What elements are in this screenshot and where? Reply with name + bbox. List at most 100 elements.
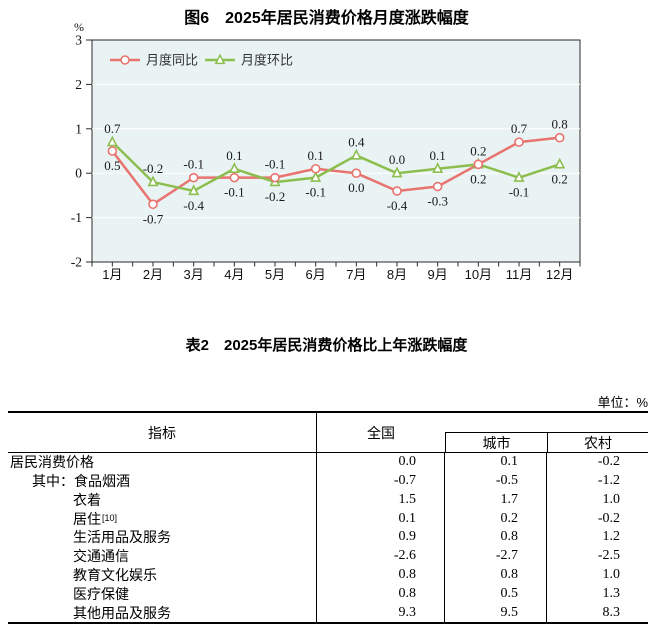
value-cell-rural: -0.2	[597, 510, 620, 526]
series-1-marker	[350, 148, 362, 160]
series-0-marker	[351, 168, 362, 178]
point-label: 0.2	[470, 171, 486, 186]
subcolumn-group: 城市 农村	[445, 432, 648, 453]
indicator-cell: 其他用品及服务	[8, 603, 317, 622]
indicator-cell: 其中：食品烟酒	[8, 471, 317, 491]
value-cell-urban: 0.1	[445, 453, 547, 472]
table-header: 指标 全国 城市 农村	[8, 413, 648, 453]
series-1-marker	[391, 166, 403, 178]
point-label: -0.4	[387, 198, 408, 213]
point-label: 0.0	[389, 152, 405, 167]
table-row: 其中：食品烟酒 -0.7 -0.5 -1.2	[8, 471, 648, 491]
point-label: 0.1	[430, 148, 446, 163]
y-axis-label: 2	[75, 77, 82, 92]
figure-title: 图6 2025年居民消费价格月度涨跌幅度	[184, 10, 469, 27]
indicator-cell: 教育文化娱乐	[8, 565, 317, 585]
point-label: -0.1	[509, 185, 530, 200]
x-axis-label: 10月	[465, 267, 492, 282]
series-1-line	[111, 141, 561, 193]
x-axis-label: 12月	[546, 267, 573, 282]
column-header-indicator: 指标	[8, 413, 317, 453]
footnote-ref: [10]	[102, 513, 118, 524]
point-label: 0.0	[348, 180, 364, 195]
value-cell-urban: 1.7	[445, 490, 547, 510]
series-1-marker	[310, 171, 322, 182]
point-label: -0.2	[265, 189, 286, 204]
x-axis-label: 1月	[102, 267, 122, 282]
table-row: 医疗保健 0.8 0.5 1.3	[8, 584, 648, 604]
y-axis-unit-label: %	[74, 20, 84, 34]
x-axis-label: 8月	[387, 267, 407, 282]
series-0-line	[111, 136, 560, 206]
table-row: 居民消费价格 0.0 0.1 -0.2	[8, 453, 648, 472]
series-0-marker	[473, 159, 484, 170]
table-body: 居民消费价格 0.0 0.1 -0.2 其中：食品烟酒 -0.7 -0.5 -1.2 衣着 1.5…	[8, 453, 648, 622]
table-row: 居住 [10] 0.1 0.2 -0.2	[8, 509, 648, 529]
point-label: -0.1	[183, 157, 204, 172]
series-1-marker	[513, 171, 525, 182]
cpi-monthly-line-chart: 3 2 1 0 -1 -2% 1月 2月 3月 4月 5月 6月 7月 8月 9月 10月 11月 12月 月度同比…	[71, 20, 581, 282]
value-cell-national: 0.0	[317, 453, 445, 472]
value-cell-national: -0.7	[317, 471, 445, 491]
value-cell-national: 0.8	[317, 584, 445, 604]
value-cell-urban: -0.5	[445, 471, 547, 491]
unit-note: 单位：%	[597, 395, 648, 410]
series-0-marker	[392, 186, 402, 196]
point-label: 0.1	[308, 148, 324, 163]
series-0-marker	[229, 172, 240, 183]
value-cell-urban: 0.2	[445, 509, 547, 529]
value-cell-national: 0.1	[317, 509, 445, 529]
indicator-cell: 医疗保健	[8, 584, 317, 604]
value-cell-national: 0.8	[317, 565, 445, 585]
value-cell-rural: 1.0	[602, 491, 621, 507]
series-1-marker	[554, 157, 566, 169]
point-label: 0.1	[226, 148, 242, 163]
value-cell-urban: 0.5	[445, 584, 547, 604]
series-1-marker	[228, 162, 240, 173]
indicator-cell: 居住 [10]	[8, 509, 317, 529]
value-cell-rural: -2.5	[597, 548, 620, 564]
point-label: -0.7	[143, 211, 164, 226]
point-label: -0.3	[427, 194, 448, 209]
x-axis-label: 9月	[428, 267, 448, 282]
table-title: 表2 2025年居民消费价格比上年涨跌幅度	[185, 337, 468, 354]
x-axis-label: 5月	[265, 267, 285, 282]
value-cell-national: 9.3	[317, 603, 445, 622]
value-cell-rural: -1.2	[597, 473, 620, 489]
value-cell-national: 0.9	[317, 528, 445, 547]
column-header-national: 全国	[367, 425, 395, 441]
indicator-cell: 生活用品及服务	[8, 528, 317, 547]
table-row: 教育文化娱乐 0.8 0.8 1.0	[8, 565, 648, 585]
value-cell-rural: 8.3	[602, 604, 621, 620]
y-axis-label: 3	[75, 33, 82, 48]
value-cell-rural: 1.2	[602, 529, 621, 545]
y-axis-label: 0	[75, 166, 82, 181]
point-label: -0.2	[143, 161, 164, 176]
legend-triangle-marker-icon	[214, 53, 226, 65]
value-cell-national: -2.6	[317, 546, 445, 566]
y-axis-label: 1	[75, 121, 82, 136]
x-axis-label: 3月	[184, 267, 204, 282]
plot-area	[91, 39, 581, 263]
series-0-marker	[554, 132, 565, 143]
series-0-marker	[148, 199, 158, 210]
series-1-marker	[106, 135, 118, 147]
value-cell-national: 1.5	[317, 490, 445, 510]
series-0-marker	[514, 137, 524, 147]
indicator-cell: 衣着	[8, 490, 317, 510]
point-label: 0.7	[104, 121, 121, 136]
column-header-urban: 城市	[446, 433, 548, 453]
table-row: 交通通信 -2.6 -2.7 -2.5	[8, 546, 648, 566]
value-cell-rural: -0.2	[597, 454, 620, 470]
point-label: 0.2	[470, 143, 486, 158]
legend-label-1: 月度环比	[241, 53, 293, 68]
series-1-marker	[147, 175, 159, 187]
point-label: -0.1	[265, 157, 286, 172]
table-row: 其他用品及服务 9.3 9.5 8.3	[8, 603, 648, 622]
cpi-yearly-table: 指标 全国 城市 农村 居民消费价格 0.0 0.1 -0.2 其中：食品烟酒 -0.7-…	[8, 411, 648, 624]
table-row: 生活用品及服务 0.9 0.8 1.2	[8, 528, 648, 547]
y-axis-label: -1	[71, 210, 82, 225]
x-axis-label: 7月	[346, 267, 366, 282]
table-row: 衣着 1.5 1.7 1.0	[8, 490, 648, 510]
series-1-marker	[432, 162, 444, 173]
